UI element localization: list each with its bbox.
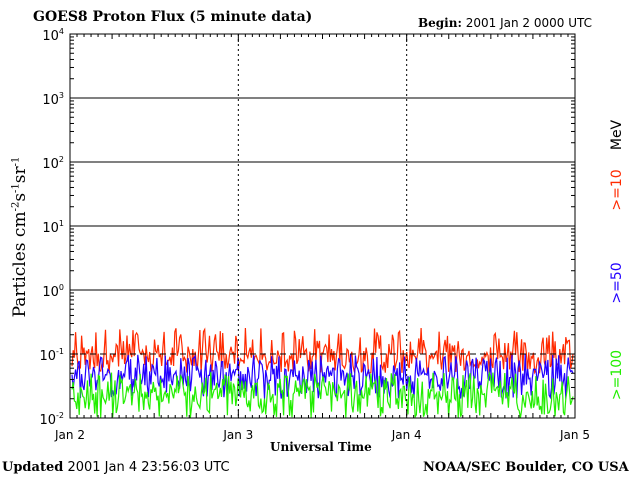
legend-series-50mev: >=50 [609,262,625,304]
legend-unit: MeV [609,119,625,151]
updated-timestamp: Updated 2001 Jan 4 23:56:03 UTC [2,460,230,475]
y-tick-label: 103 [42,91,64,108]
x-tick-label: Jan 3 [222,428,253,442]
series-line-2 [71,370,574,418]
x-tick-label: Jan 2 [54,428,85,442]
legend-series-100mev: >=100 [609,349,625,401]
y-tick-label: 10-1 [39,347,64,364]
y-tick-label: 104 [42,27,64,44]
organization-label: NOAA/SEC Boulder, CO USA [423,460,629,475]
begin-timestamp: Begin: 2001 Jan 2 0000 UTC [418,16,592,30]
series-line-1 [71,354,574,400]
begin-label: Begin: [418,16,462,30]
updated-value: 2001 Jan 4 23:56:03 UTC [67,460,230,475]
y-tick-label: 102 [42,155,64,172]
begin-value: 2001 Jan 2 0000 UTC [465,16,592,30]
x-tick-label: Jan 5 [559,428,590,442]
x-axis-title: Universal Time [270,440,372,454]
legend-series-10mev: >=10 [609,169,625,211]
y-tick-label: 10-2 [39,411,64,428]
updated-label: Updated [2,460,64,475]
y-tick-label: 100 [42,283,64,300]
y-tick-label: 101 [42,219,64,236]
series-line-0 [71,327,574,375]
x-tick-label: Jan 4 [391,428,422,442]
chart-title: GOES8 Proton Flux (5 minute data) [33,9,313,25]
